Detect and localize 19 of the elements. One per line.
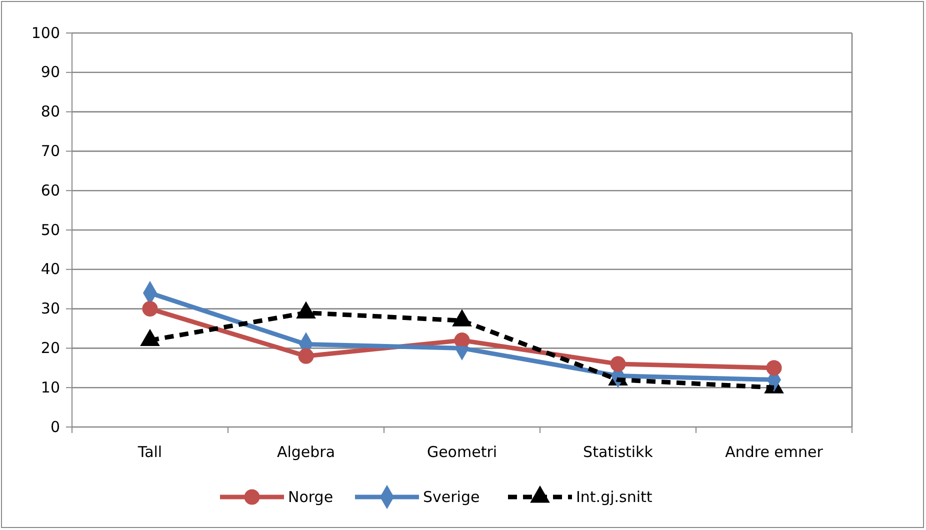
y-tick-label: 20 — [40, 339, 60, 357]
x-tick-label: Algebra — [276, 443, 336, 461]
x-tick-label: Tall — [136, 443, 162, 461]
legend-label: Int.gj.snitt — [576, 488, 652, 506]
y-tick-label: 80 — [40, 102, 60, 121]
legend-label: Norge — [288, 488, 334, 506]
y-tick-label: 40 — [40, 260, 60, 278]
x-tick-label: Geometri — [426, 443, 498, 461]
y-tick-label: 0 — [50, 418, 60, 436]
y-tick-label: 50 — [40, 220, 60, 239]
y-tick-label: 30 — [40, 300, 60, 318]
y-tick-label: 100 — [31, 24, 60, 42]
x-tick-label: Andre emner — [725, 443, 824, 461]
y-tick-label: 70 — [40, 142, 60, 160]
legend-label: Sverige — [423, 488, 480, 506]
y-tick-label: 10 — [40, 378, 60, 396]
x-tick-label: Statistikk — [583, 443, 654, 461]
y-tick-label: 60 — [40, 181, 60, 200]
y-tick-label: 90 — [40, 63, 60, 82]
